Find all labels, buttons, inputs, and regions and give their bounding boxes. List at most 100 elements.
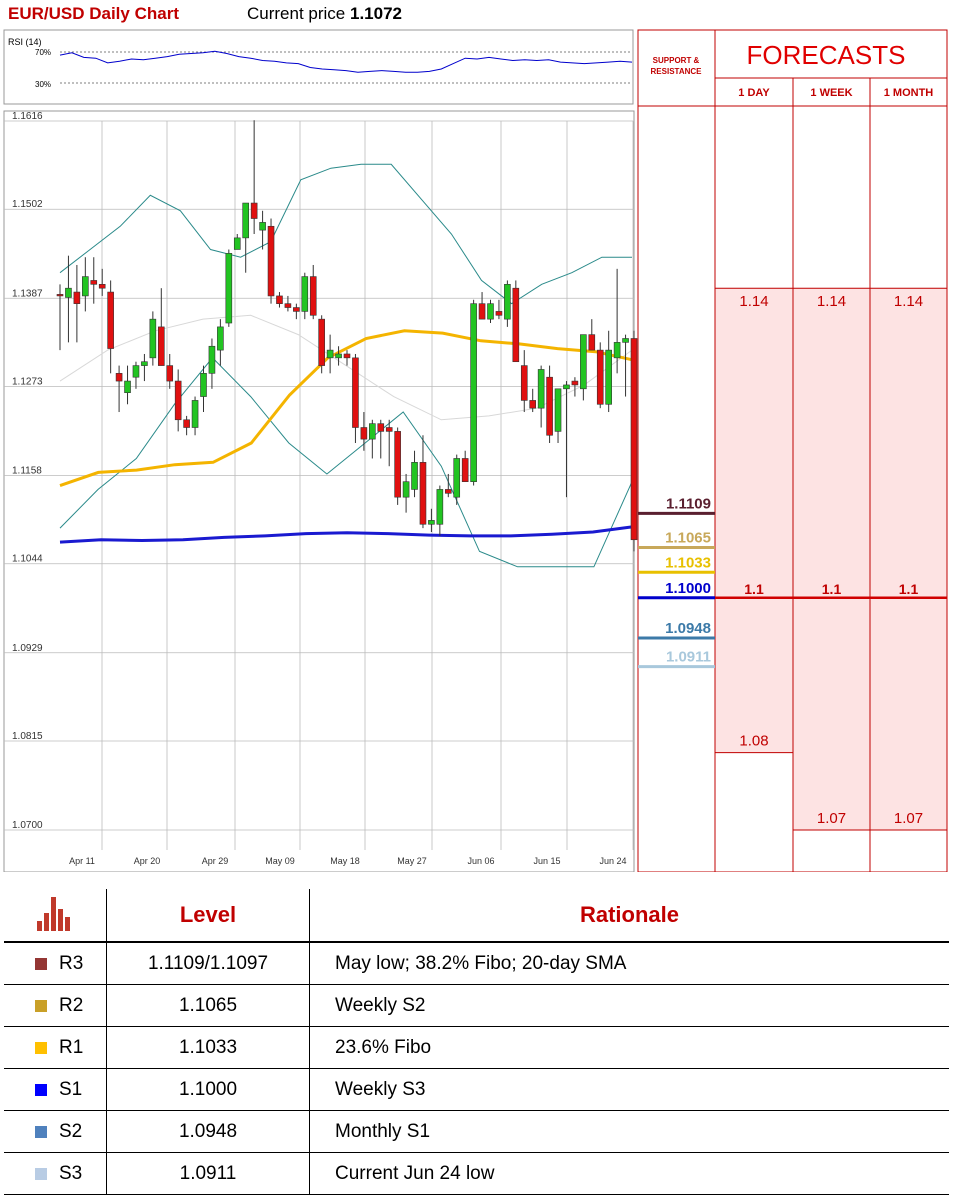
levels-table: Level Rationale R3 1.1109/1.1097 May low; … [4, 889, 949, 1195]
forecast-high-value: 1.14 [894, 293, 923, 310]
table-row: R2 1.1065 Weekly S2 [4, 984, 949, 1027]
forecast-col-label: 1 WEEK [810, 87, 852, 99]
candle-body [293, 307, 300, 312]
candle-body [478, 303, 486, 320]
candle-body [157, 326, 165, 366]
rsi-line [59, 50, 633, 73]
forecast-range [870, 288, 947, 831]
rsi-panel [3, 29, 634, 105]
rsi-30-label: 30% [35, 80, 51, 89]
level-value: 1.0948 [106, 1110, 310, 1153]
y-tick-label: 1.0929 [12, 643, 43, 654]
candle-body [554, 388, 562, 432]
candle-body [115, 373, 123, 382]
candle-body [385, 427, 393, 432]
candle-body [377, 423, 385, 432]
y-tick-label: 1.1044 [12, 554, 43, 565]
level-name: S3 [4, 1152, 107, 1195]
candle-body [453, 458, 461, 498]
candle-body [436, 489, 444, 525]
candle-body [546, 376, 553, 436]
candle-body [233, 237, 241, 250]
candle-body [217, 326, 224, 351]
candle-body [326, 349, 334, 359]
x-tick-label: Jun 24 [599, 856, 626, 866]
candle-body [242, 202, 250, 239]
candle-body [250, 202, 258, 219]
candle-body [65, 287, 72, 298]
candle-body [276, 295, 283, 304]
forecast-high-value: 1.14 [739, 293, 768, 310]
candle-body [369, 423, 376, 440]
table-row: S2 1.0948 Monthly S1 [4, 1110, 949, 1153]
candle-body [495, 311, 503, 316]
ma-blue [59, 525, 635, 544]
forecast-low-value: 1.08 [739, 733, 768, 750]
candle-body [309, 276, 317, 316]
candle-body [90, 280, 98, 285]
x-tick-label: May 09 [265, 856, 295, 866]
candle-body [149, 318, 157, 359]
level-rationale: May low; 38.2% Fibo; 20-day SMA [309, 942, 949, 985]
level-rationale: Monthly S1 [309, 1110, 949, 1153]
level-header: Level [106, 889, 310, 943]
level-swatch [35, 999, 47, 1012]
y-tick-label: 1.0815 [12, 731, 43, 742]
y-tick-label: 1.0700 [12, 820, 43, 831]
candle-body [191, 400, 199, 428]
candle-body [419, 462, 427, 525]
candle-body [402, 481, 410, 498]
sr-level-label: 1.0911 [666, 649, 711, 666]
sr-level-label: 1.1065 [665, 529, 711, 546]
level-name: R2 [4, 984, 107, 1027]
rsi-label: RSI (14) [8, 37, 42, 47]
forecast-low-value: 1.07 [894, 810, 923, 827]
rationale-header: Rationale [309, 889, 949, 943]
candle-body [56, 294, 64, 297]
candle-body [318, 318, 325, 366]
x-tick-label: May 27 [397, 856, 427, 866]
forecast-mid-value: 1.1 [744, 581, 764, 597]
level-value: 1.1000 [106, 1068, 310, 1111]
candle-body [613, 342, 621, 359]
candle-body [487, 303, 494, 320]
sr-column [637, 29, 716, 872]
current-price: Current price 1.1072 [247, 4, 402, 23]
forecast-col-label: 1 DAY [738, 87, 770, 99]
level-code: S2 [59, 1120, 83, 1142]
level-name: S1 [4, 1068, 107, 1111]
candle-body [504, 284, 511, 320]
level-rationale: Weekly S3 [309, 1068, 949, 1111]
candle-body [520, 365, 528, 401]
bollinger-upper [59, 163, 632, 305]
level-rationale: Current Jun 24 low [309, 1152, 949, 1195]
candle-body [630, 338, 638, 541]
candle-body [259, 222, 266, 231]
candle-body [200, 373, 207, 397]
x-tick-label: Apr 20 [134, 856, 161, 866]
bollinger-lower [59, 357, 633, 568]
level-code: S3 [59, 1162, 83, 1184]
forecast-col-label: 1 MONTH [884, 87, 934, 99]
forecast-low-value: 1.07 [817, 810, 846, 827]
forecast-mid-value: 1.1 [822, 581, 842, 597]
forecast-range [793, 288, 870, 831]
y-tick-label: 1.1502 [12, 199, 43, 210]
x-tick-label: Jun 15 [533, 856, 560, 866]
level-value: 1.1033 [106, 1026, 310, 1069]
candle-body [352, 357, 359, 428]
level-code: R1 [59, 1036, 84, 1058]
candle-body [174, 380, 182, 421]
candle-body [225, 253, 233, 324]
candle-body [470, 303, 477, 482]
candle-body [563, 384, 570, 390]
x-tick-label: May 18 [330, 856, 360, 866]
level-swatch [35, 1083, 47, 1096]
level-code: R3 [59, 952, 84, 974]
candle-body [428, 520, 435, 525]
chart-icon [4, 889, 107, 943]
y-tick-label: 1.1387 [12, 288, 43, 299]
candle-body [537, 369, 545, 409]
level-rationale: 23.6% Fibo [309, 1026, 949, 1069]
forecasts-title: FORECASTS [747, 40, 906, 70]
